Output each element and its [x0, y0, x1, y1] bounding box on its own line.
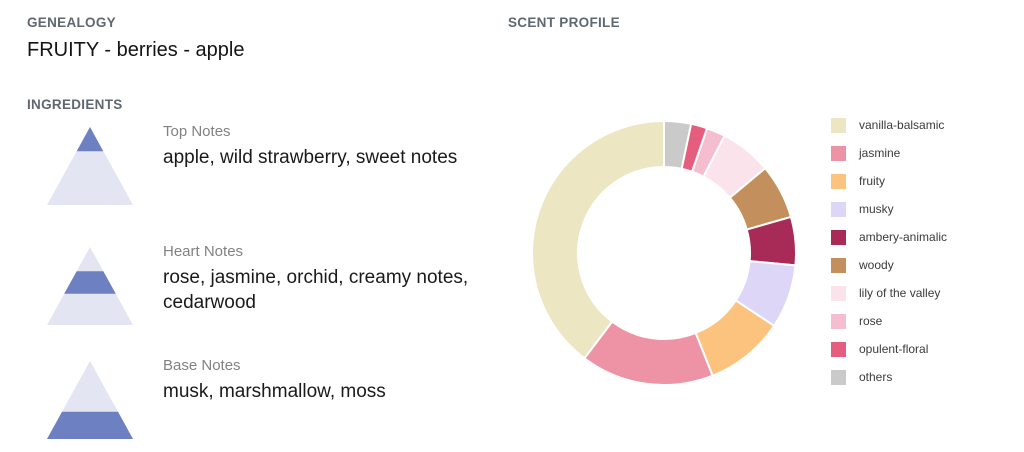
legend-label: opulent-floral [859, 342, 929, 356]
legend-label: ambery-animalic [859, 230, 948, 244]
legend-item-vanilla-balsamic[interactable]: vanilla-balsamic [831, 118, 947, 133]
legend-item-ambery-animalic[interactable]: ambery-animalic [831, 230, 947, 245]
ingredients-heading: INGREDIENTS [27, 97, 123, 112]
legend-swatch-icon [831, 118, 846, 133]
base-notes-pyramid-icon [47, 361, 133, 439]
scent-profile-heading: SCENT PROFILE [508, 15, 620, 30]
ingredient-row-top-notes: Top Notes apple, wild strawberry, sweet … [47, 122, 457, 205]
base-notes-value: musk, marshmallow, moss [163, 381, 386, 402]
top-notes-label: Top Notes [163, 123, 231, 140]
heart-notes-pyramid-icon [47, 247, 133, 325]
legend-swatch-icon [831, 202, 846, 217]
legend-swatch-icon [831, 314, 846, 329]
legend-item-rose[interactable]: rose [831, 314, 947, 329]
legend-swatch-icon [831, 146, 846, 161]
scent-profile-donut-chart [530, 120, 797, 386]
legend-item-jasmine[interactable]: jasmine [831, 146, 947, 161]
heart-notes-label: Heart Notes [163, 243, 244, 260]
legend-swatch-icon [831, 258, 846, 273]
legend-label: others [859, 370, 893, 384]
legend-item-woody[interactable]: woody [831, 258, 947, 273]
legend-label: lily of the valley [859, 286, 941, 300]
heart-notes-value: rose, jasmine, orchid, creamy notes, ced… [163, 267, 469, 313]
legend-item-musky[interactable]: musky [831, 202, 947, 217]
genealogy-heading: GENEALOGY [27, 15, 116, 30]
top-notes-value: apple, wild strawberry, sweet notes [163, 147, 458, 168]
top-notes-pyramid-icon [47, 127, 133, 205]
scent-profile-legend: vanilla-balsamic jasmine fruity musky ambery… [831, 118, 947, 398]
ingredient-row-heart-notes: Heart Notes rose, jasmine, orchid, cream… [47, 242, 508, 325]
legend-swatch-icon [831, 342, 846, 357]
legend-swatch-icon [831, 370, 846, 385]
legend-label: fruity [859, 174, 886, 188]
legend-swatch-icon [831, 230, 846, 245]
legend-item-fruity[interactable]: fruity [831, 174, 947, 189]
legend-item-opulent-floral[interactable]: opulent-floral [831, 342, 947, 357]
legend-label: woody [859, 258, 894, 272]
legend-swatch-icon [831, 174, 846, 189]
legend-label: jasmine [859, 146, 901, 160]
legend-item-others[interactable]: others [831, 370, 947, 385]
base-notes-label: Base Notes [163, 357, 241, 374]
legend-item-lily-of-the-valley[interactable]: lily of the valley [831, 286, 947, 301]
legend-swatch-icon [831, 286, 846, 301]
legend-label: vanilla-balsamic [859, 118, 945, 132]
legend-label: musky [859, 202, 894, 216]
ingredient-row-base-notes: Base Notes musk, marshmallow, moss [47, 356, 386, 439]
donut-slice-vanilla-balsamic[interactable] [530, 120, 665, 360]
legend-label: rose [859, 314, 883, 328]
genealogy-value: FRUITY - berries - apple [27, 39, 245, 61]
